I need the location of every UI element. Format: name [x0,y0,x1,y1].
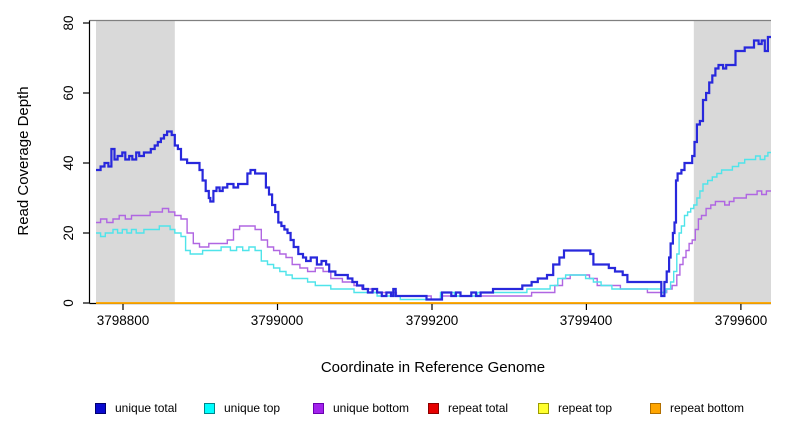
unique-total-swatch-icon [95,402,106,414]
legend-item-unique-bottom: unique bottom [313,399,409,417]
y-tick-label: 40 [61,155,76,171]
x-tick-label: 3799400 [559,313,613,328]
repeat-bottom-swatch-icon [650,402,661,414]
y-tick-label: 20 [61,225,76,241]
legend-label: repeat total [448,401,509,415]
legend-label: unique top [224,401,281,415]
x-tick-label: 3799000 [250,313,304,328]
x-tick-label: 3799600 [714,313,768,328]
legend-label: repeat bottom [670,401,745,415]
legend-item-repeat-bottom: repeat bottom [650,399,744,417]
x-axis-title: Coordinate in Reference Genome [320,359,546,376]
unique-top-swatch-icon [204,402,215,414]
unique-bottom-swatch-icon [313,402,324,414]
legend: unique total unique top unique bottom re… [0,399,792,417]
legend-label: repeat top [558,401,613,415]
legend-label: unique total [115,401,178,415]
y-tick-label: 60 [61,85,76,101]
y-tick-label: 80 [61,15,76,31]
repeat-region-band [693,21,771,304]
repeat-total-swatch-icon [428,402,439,414]
repeat-top-swatch-icon [538,402,549,414]
legend-item-repeat-top: repeat top [538,399,612,417]
series-unique-top [96,151,771,301]
y-tick-label: 0 [61,299,76,307]
y-axis-title: Read Coverage Depth [15,86,32,236]
legend-item-unique-total: unique total [95,399,177,417]
legend-item-unique-top: unique top [204,399,280,417]
legend-item-repeat-total: repeat total [428,399,508,417]
x-tick-label: 3798800 [96,313,150,328]
x-tick-label: 3799200 [405,313,459,328]
series-unique-total [96,35,771,301]
legend-label: unique bottom [333,401,410,415]
